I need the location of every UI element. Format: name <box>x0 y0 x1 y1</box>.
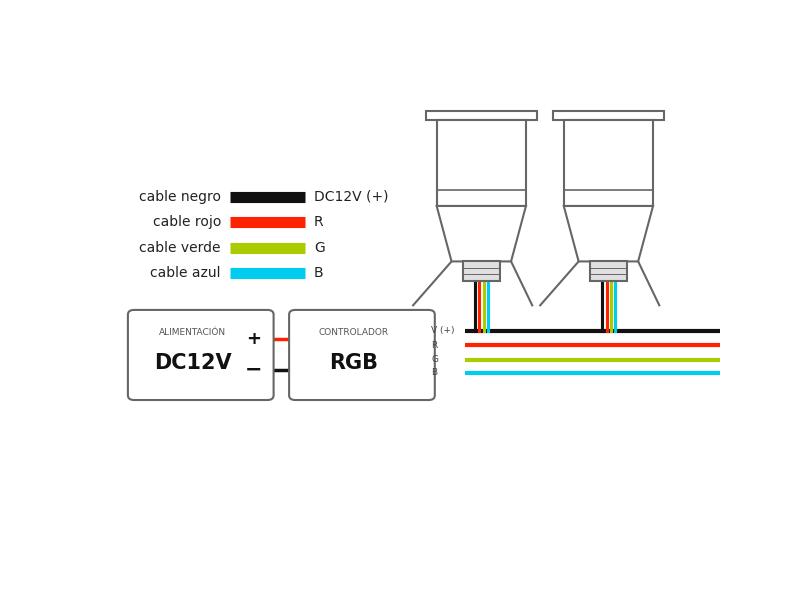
Text: ALIMENTACIÓN: ALIMENTACIÓN <box>159 328 226 337</box>
Text: cable azul: cable azul <box>150 266 221 280</box>
Text: CONTROLADOR: CONTROLADOR <box>319 328 389 337</box>
Polygon shape <box>437 206 526 262</box>
Bar <box>553 111 664 119</box>
Text: R: R <box>431 341 438 350</box>
Text: +: + <box>246 330 262 348</box>
FancyBboxPatch shape <box>289 310 435 400</box>
Text: R: R <box>314 215 323 229</box>
Bar <box>437 119 526 206</box>
Polygon shape <box>564 206 653 262</box>
Text: DC12V (+): DC12V (+) <box>314 190 389 204</box>
Text: cable rojo: cable rojo <box>153 215 221 229</box>
Text: B: B <box>431 368 438 377</box>
Text: DC12V: DC12V <box>154 353 231 373</box>
Bar <box>462 262 500 281</box>
Text: RGB: RGB <box>330 353 378 373</box>
Text: cable negro: cable negro <box>139 190 221 204</box>
Bar <box>426 111 537 119</box>
Text: G: G <box>431 355 438 364</box>
Text: V (+): V (+) <box>431 326 454 335</box>
Text: −: − <box>245 359 262 380</box>
Bar <box>590 262 627 281</box>
FancyBboxPatch shape <box>128 310 274 400</box>
Text: cable verde: cable verde <box>139 241 221 254</box>
Text: G: G <box>314 241 325 254</box>
Bar <box>564 119 653 206</box>
Text: B: B <box>314 266 323 280</box>
